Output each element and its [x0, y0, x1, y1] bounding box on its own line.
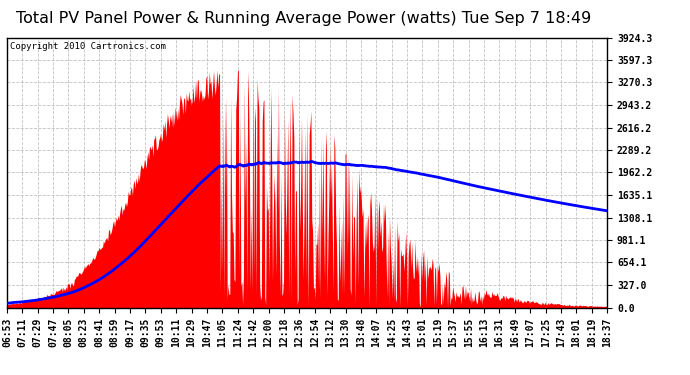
Text: Total PV Panel Power & Running Average Power (watts) Tue Sep 7 18:49: Total PV Panel Power & Running Average P…	[16, 11, 591, 26]
Text: Copyright 2010 Cartronics.com: Copyright 2010 Cartronics.com	[10, 42, 166, 51]
